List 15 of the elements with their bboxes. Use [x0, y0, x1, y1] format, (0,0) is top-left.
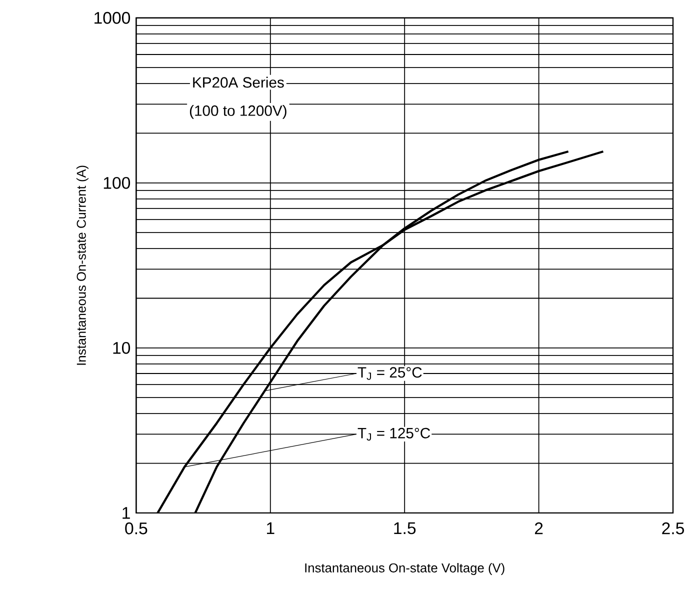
x-tick-label: 1.5 — [394, 522, 416, 534]
annotation: T$_{J}$ = 125°C — [358, 428, 430, 440]
annotation: (100 to 1200V) — [190, 104, 286, 119]
x-axis-title: Instantaneous On-state Voltage (V) — [305, 562, 504, 575]
x-tick-label: 0.5 — [125, 522, 148, 534]
annotation: T$_{J}$ = 25°C — [358, 366, 422, 380]
annotation: KP20A Series — [193, 76, 284, 88]
y-tick-label: 1 — [122, 506, 130, 519]
x-tick-label: 2.5 — [662, 522, 684, 534]
y-tick-label: 10 — [113, 342, 130, 354]
y-axis-title: Instantaneous On-state Current (A) — [76, 166, 88, 365]
y-tick-label: 100 — [104, 176, 130, 189]
x-tick-label: 1 — [267, 522, 274, 534]
y-tick-label: 1000 — [94, 12, 130, 24]
x-tick-label: 2 — [534, 522, 543, 534]
